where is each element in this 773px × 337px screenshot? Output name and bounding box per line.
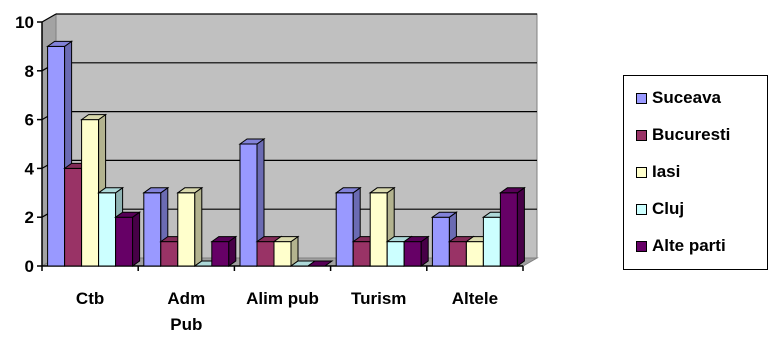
bar-front (115, 216, 134, 267)
legend-label: Suceava (652, 88, 721, 107)
legend-swatch (636, 129, 647, 141)
bar (402, 235, 430, 267)
bar-top (430, 211, 458, 218)
bar-front (482, 216, 501, 267)
bar-top (238, 138, 266, 145)
legend-swatch (636, 240, 647, 252)
bar-front (352, 241, 371, 267)
y-tick-label: 0 (25, 257, 34, 276)
bar-top (402, 236, 430, 243)
bar-front (47, 45, 66, 267)
legend-swatch (636, 92, 647, 104)
y-tick-label: 2 (25, 208, 34, 227)
bar (176, 186, 204, 267)
bar-front (160, 241, 179, 267)
bar (272, 235, 300, 267)
bar-top (334, 187, 362, 194)
bar (334, 186, 362, 267)
legend-item: Iasi (636, 162, 680, 182)
y-tick-label: 4 (25, 159, 35, 178)
bar-top (80, 114, 108, 121)
bar-front (211, 241, 230, 267)
bar-front (431, 216, 450, 267)
bar-front (335, 192, 354, 267)
x-category-label: Ctb (76, 289, 104, 308)
bar-top (176, 187, 204, 194)
legend: Suceava Bucuresti Iasi Cluj Alte parti (623, 75, 768, 270)
x-category-label: Altele (452, 289, 498, 308)
bar-front (403, 241, 422, 267)
bar-front (448, 241, 467, 267)
bar (306, 260, 334, 267)
legend-item: Cluj (636, 199, 684, 219)
x-category-labels: Ctb Adm Pub Alim pub Turism Altele (76, 289, 498, 334)
bar-front (256, 241, 275, 267)
bar-top (142, 187, 170, 194)
bar-front (81, 119, 100, 267)
legend-swatch (636, 166, 647, 178)
legend-label: Bucuresti (652, 125, 731, 144)
bar-top (210, 236, 238, 243)
bar-front (177, 192, 196, 267)
gridline-depth (41, 13, 57, 23)
bar-top (46, 40, 74, 47)
legend-item: Alte parti (636, 236, 726, 256)
bar-side (132, 211, 141, 267)
legend-item: Bucuresti (636, 125, 730, 145)
bar-top (498, 187, 526, 194)
y-tick-label: 10 (15, 13, 34, 32)
x-category-label: Adm Pub (167, 289, 205, 334)
bar-front (273, 241, 292, 267)
bar (238, 138, 266, 267)
legend-item: Suceava (636, 88, 721, 108)
bar-front (499, 192, 518, 267)
bar-front (239, 143, 258, 267)
legend-label: Iasi (652, 162, 681, 181)
legend-label: Alte parti (652, 236, 726, 255)
bar-front (143, 192, 162, 267)
x-category-label: Turism (351, 289, 406, 308)
bar (114, 211, 142, 267)
bar-top (368, 187, 396, 194)
bar-front (386, 241, 405, 267)
y-tick-label: 6 (25, 111, 34, 130)
bar-front (64, 167, 83, 267)
bar-front (369, 192, 388, 267)
y-tick-labels: 0 2 4 6 8 10 (15, 13, 34, 276)
bar-front (465, 241, 484, 267)
bar (210, 235, 238, 267)
x-category-label: Alim pub (246, 289, 319, 308)
bar-front (98, 192, 117, 267)
bar-side (516, 186, 525, 267)
bar-top (272, 236, 300, 243)
bar-top (306, 260, 334, 267)
bars (46, 40, 526, 267)
y-tick-label: 8 (25, 62, 34, 81)
bar (498, 186, 526, 267)
bar-top (97, 187, 125, 194)
bar-top (114, 211, 142, 218)
legend-label: Cluj (652, 199, 685, 218)
bar-side (194, 186, 203, 267)
legend-swatch (636, 203, 647, 215)
